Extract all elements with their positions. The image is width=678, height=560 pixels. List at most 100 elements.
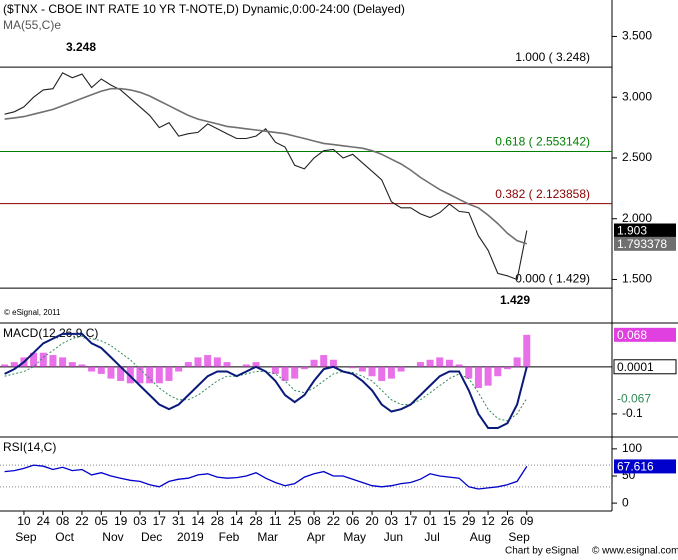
value-badge-label: 67.616	[617, 460, 654, 474]
histogram-bar	[358, 366, 366, 372]
value-badge	[614, 223, 676, 238]
histogram-bar	[204, 355, 212, 367]
value-badge	[613, 359, 677, 375]
x-tick-label: 08	[307, 514, 321, 528]
series-line	[4, 87, 528, 245]
histogram-bar	[291, 366, 299, 379]
histogram-bar	[59, 357, 67, 367]
month-label: Aug	[470, 530, 491, 544]
histogram-bar	[484, 366, 492, 386]
x-tick-label: 17	[153, 514, 167, 528]
fib-label: 1.000 ( 3.248)	[515, 50, 590, 64]
histogram-bar	[213, 357, 221, 367]
x-tick-label: 06	[346, 514, 360, 528]
x-tick-label: 17	[404, 514, 418, 528]
value-badge-label: 1.903	[617, 224, 647, 238]
value-badge-label: 0.068	[617, 328, 647, 342]
x-tick-label: 31	[172, 514, 186, 528]
histogram-bar	[349, 366, 357, 369]
month-label: Sep	[15, 530, 37, 544]
x-tick-label: 10	[17, 514, 31, 528]
y-tick-label: 2.000	[622, 211, 652, 225]
x-tick-label: 28	[211, 514, 225, 528]
histogram-bar	[387, 366, 395, 379]
y-tick-label: -0.1	[622, 406, 643, 420]
histogram-bar	[310, 359, 318, 367]
y-tick-label: 3.500	[622, 29, 652, 43]
high-annotation: 3.248	[66, 40, 96, 54]
x-tick-label: 24	[37, 514, 51, 528]
histogram-bar	[165, 366, 173, 381]
histogram-bar	[368, 366, 376, 377]
histogram-bar	[30, 352, 38, 367]
y-tick-label: 0	[622, 495, 629, 509]
histogram-bar	[416, 362, 424, 367]
low-annotation: 1.429	[500, 293, 530, 307]
histogram-bar	[107, 366, 115, 379]
histogram-bar	[329, 359, 337, 367]
rsi-title: RSI(14,C)	[3, 440, 56, 454]
histogram-bar	[68, 362, 76, 367]
x-tick-label: 05	[95, 514, 109, 528]
x-tick-label: 25	[288, 514, 302, 528]
value-badge	[614, 236, 676, 251]
value-badge	[614, 391, 676, 406]
fib-label: 0.382 ( 2.123858)	[495, 187, 590, 201]
x-tick-label: 11	[269, 514, 282, 528]
x-tick-label: 14	[191, 514, 205, 528]
x-tick-label: 22	[75, 514, 89, 528]
macd-title: MACD(12,26,9,C)	[3, 326, 98, 340]
histogram-bar	[513, 357, 521, 367]
month-label: Oct	[55, 530, 74, 544]
x-tick-label: 19	[114, 514, 128, 528]
footer-right: © www.esignal.com	[592, 546, 678, 557]
value-badge-label: 1.793378	[617, 237, 667, 251]
month-label: May	[343, 530, 366, 544]
y-tick-label: 100	[622, 441, 642, 455]
histogram-bar	[184, 362, 192, 367]
histogram-bar	[445, 359, 453, 367]
histogram-bar	[252, 362, 260, 367]
y-tick-label: 1.500	[622, 272, 652, 286]
histogram-bar	[223, 362, 231, 367]
x-tick-label: 03	[133, 514, 147, 528]
histogram-bar	[436, 357, 444, 367]
histogram-bar	[465, 366, 473, 379]
histogram-bar	[97, 366, 105, 374]
histogram-bar	[503, 366, 511, 370]
histogram-bar	[194, 357, 202, 367]
histogram-bar	[494, 366, 502, 377]
histogram-bar	[88, 366, 96, 372]
histogram-bar	[146, 366, 154, 384]
histogram-bar	[117, 366, 125, 381]
copyright: © eSignal, 2011	[4, 308, 61, 317]
month-label: Nov	[102, 530, 123, 544]
month-label: 2019	[177, 530, 204, 544]
month-label: Feb	[219, 530, 240, 544]
histogram-bar	[242, 364, 250, 367]
x-tick-label: 08	[56, 514, 70, 528]
month-label: Jun	[384, 530, 403, 544]
x-tick-label: 14	[230, 514, 244, 528]
histogram-bar	[523, 334, 531, 367]
histogram-bar	[426, 359, 434, 367]
fib-label: 0.000 ( 1.429)	[515, 271, 590, 285]
x-tick-label: 20	[365, 514, 379, 528]
histogram-bar	[320, 355, 328, 367]
value-badge	[614, 459, 676, 474]
histogram-bar	[1, 364, 9, 367]
histogram-bar	[49, 355, 57, 367]
chart-title: ($TNX - CBOE INT RATE 10 YR T-NOTE,D) Dy…	[3, 2, 405, 16]
y-tick-label: 3.000	[622, 89, 652, 103]
value-badge	[614, 327, 676, 342]
x-tick-label: 15	[443, 514, 457, 528]
histogram-bar	[397, 366, 405, 372]
histogram-bar	[78, 364, 86, 367]
histogram-bar	[155, 366, 163, 384]
value-badge-label: -0.067	[617, 392, 651, 406]
series-line	[4, 332, 528, 429]
series-line	[4, 464, 528, 490]
histogram-bar	[10, 362, 18, 367]
value-badge-label: 0.0001	[617, 360, 654, 374]
